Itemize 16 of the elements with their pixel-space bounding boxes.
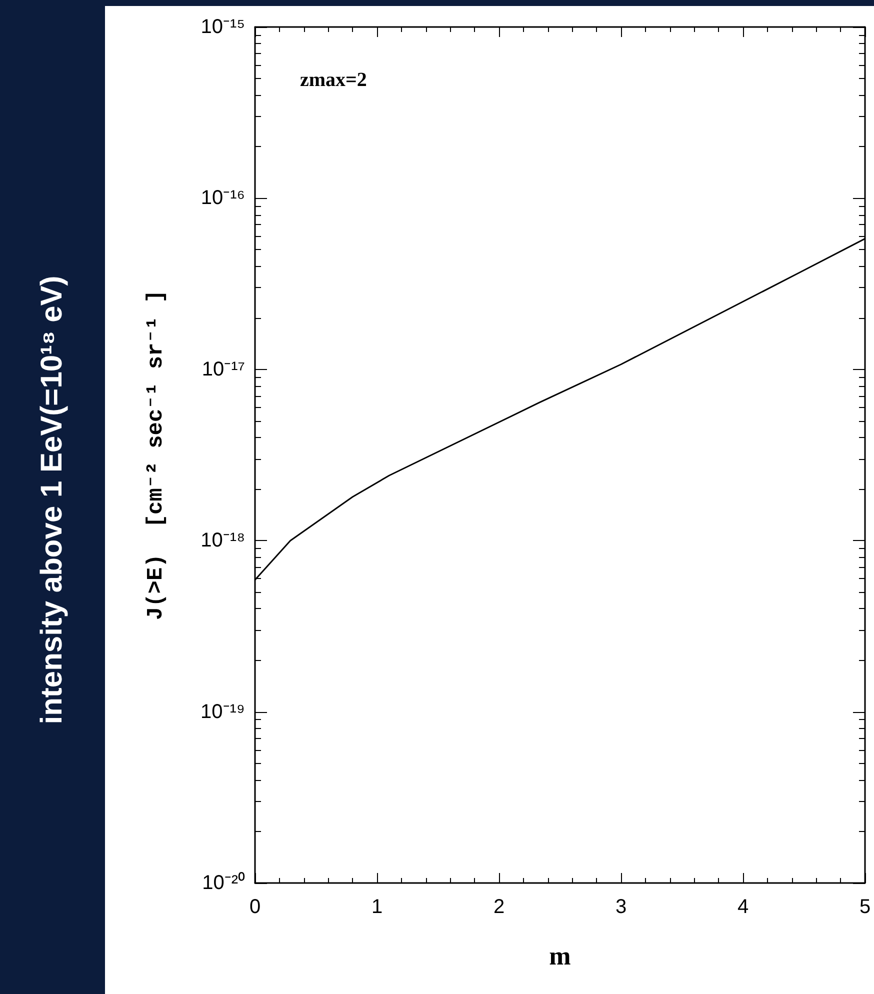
x-axis-title: m [549,942,572,970]
x-tick-label: 1 [371,896,383,918]
y-tick-label: 10⁻¹⁹ [200,700,245,723]
x-tick-label: 5 [859,896,871,918]
y-tick-label: 10⁻¹⁷ [202,358,245,380]
x-tick-label: 4 [737,896,749,918]
y-tick-label: 10⁻¹⁵ [200,16,245,38]
y-tick-label: 10⁻²⁰ [202,871,245,894]
y-tick-label: 10⁻¹⁸ [200,530,245,552]
x-tick-label: 2 [493,896,505,918]
x-tick-label: 0 [249,896,261,918]
text: intensity above 1 EeV(=10¹⁸ eV) [36,276,68,724]
x-tick-label: 3 [615,896,627,918]
annotation: zmax=2 [300,69,367,91]
y-axis-title: J(>E) [cm⁻² sec⁻¹ sr⁻¹ ] [144,290,168,620]
y-tick-label: 10⁻¹⁶ [200,187,245,210]
